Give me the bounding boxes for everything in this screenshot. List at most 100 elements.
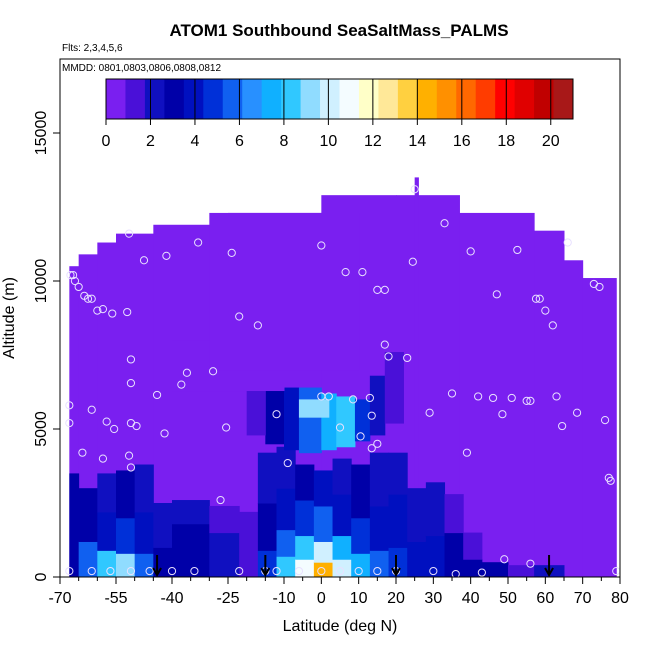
- sample-point-18: [139, 256, 149, 265]
- heatmap-cell-51: [444, 532, 464, 578]
- sample-point-23: [182, 368, 192, 377]
- heatmap-cell-59: [284, 387, 300, 451]
- sample-point-83: [78, 448, 87, 457]
- sample-point-28: [227, 248, 236, 257]
- heatmap-cell-24: [276, 488, 296, 531]
- heatmap-cell-1: [78, 541, 98, 578]
- y-tick-label-0: 0: [33, 572, 50, 581]
- colorbar-swatch-1: [125, 79, 146, 119]
- colorbar-swatch-2: [144, 79, 165, 119]
- heatmap-cell-16: [209, 532, 240, 578]
- colorbar-swatch-18: [456, 79, 477, 119]
- heatmap-cell-65: [384, 352, 404, 424]
- y-axis: 0 5000 10000 15000: [33, 111, 60, 581]
- x-tick-label-4: -10: [272, 590, 295, 607]
- x-tick-label-1: -55: [104, 590, 127, 607]
- latitude-markers: [152, 555, 554, 578]
- colorbar: 0 2 4 6 8 10 12 14 16 18 20: [102, 78, 574, 150]
- colorbar-swatch-21: [514, 79, 535, 119]
- sample-point-47: [380, 340, 389, 349]
- latitude-arrow-0: [152, 555, 162, 578]
- colorbar-swatch-22: [534, 79, 554, 119]
- heatmap-cell-9: [134, 553, 154, 578]
- sample-point-84: [98, 454, 108, 463]
- sample-point-24: [194, 238, 203, 247]
- sample-point-31: [272, 410, 281, 419]
- heatmap-cell-56: [508, 565, 535, 578]
- x-tick-label-6: 10: [350, 590, 368, 607]
- heatmap-cell-52: [444, 494, 464, 534]
- sample-point-92: [235, 566, 244, 576]
- heatmap-cell-4: [97, 511, 117, 551]
- sample-point-63: [522, 396, 531, 405]
- heatmap-cell-6: [116, 553, 136, 578]
- sample-point-101: [429, 566, 438, 576]
- sample-point-52: [425, 408, 434, 417]
- sample-point-69: [552, 392, 561, 401]
- sample-point-67: [541, 306, 550, 315]
- colorbar-tick-label-5: 10: [319, 133, 337, 150]
- sample-point-21: [162, 251, 171, 260]
- heatmap-cell-32: [313, 505, 334, 542]
- x-tick-label-5: 0: [317, 590, 326, 607]
- sample-point-75: [600, 416, 610, 425]
- x-axis: -70 -55 -40 -25 -10 0 10 20 30 40 50 60 70 80: [48, 577, 629, 607]
- colorbar-swatch-15: [397, 79, 418, 119]
- sample-point-0: [66, 270, 75, 280]
- sample-point-1: [68, 270, 78, 280]
- sample-point-57: [474, 392, 483, 401]
- sample-point-30: [253, 321, 262, 330]
- heatmap-cell-23: [276, 529, 296, 557]
- colorbar-tick-label-9: 18: [497, 133, 515, 150]
- sample-point-11: [124, 229, 134, 238]
- colorbar-swatch-3: [164, 79, 185, 119]
- sample-point-32: [283, 458, 292, 468]
- sample-point-89: [145, 566, 154, 576]
- heatmap-cell-43: [369, 452, 390, 507]
- heatmap-cell-42: [369, 505, 390, 551]
- sample-point-37: [341, 268, 350, 277]
- sample-point-17: [126, 463, 136, 472]
- sample-point-88: [126, 566, 136, 576]
- colorbar-tick-label-2: 4: [190, 133, 199, 150]
- sample-point-22: [177, 380, 186, 389]
- sample-point-10: [123, 307, 132, 317]
- heatmap-cell-31: [313, 541, 334, 563]
- sample-point-66: [535, 294, 544, 303]
- x-tick-label-10: 50: [499, 590, 517, 607]
- sample-point-98: [354, 566, 363, 576]
- sample-point-19: [152, 390, 162, 400]
- sample-point-91: [190, 566, 199, 576]
- heatmap-cell-29: [295, 464, 315, 501]
- heatmap-cell-36: [332, 494, 352, 537]
- sample-point-38: [348, 395, 358, 404]
- sample-point-95: [294, 566, 304, 576]
- colorbar-swatch-17: [436, 79, 457, 119]
- sample-point-42: [367, 411, 376, 420]
- y-tick-label-3: 15000: [33, 111, 50, 156]
- heatmap-cells: [69, 177, 617, 578]
- colorbar-tick-label-10: 20: [542, 133, 560, 150]
- heatmap-cell-48: [407, 488, 427, 542]
- colorbar-swatch-9: [281, 79, 301, 119]
- x-tick-label-13: 80: [611, 590, 629, 607]
- heatmap-cell-22: [276, 556, 296, 578]
- envelope-column-10: [459, 212, 535, 578]
- sample-point-56: [466, 247, 475, 256]
- heatmap-cell-10: [134, 511, 154, 554]
- colorbar-swatch-12: [339, 79, 360, 119]
- colorbar-swatch-8: [261, 79, 282, 119]
- sample-point-41: [365, 393, 374, 403]
- heatmap-cell-53: [463, 559, 483, 578]
- colorbar-swatch-11: [320, 79, 340, 119]
- heatmap-cell-40: [351, 464, 371, 519]
- heatmap-cell-13: [153, 503, 173, 548]
- sample-point-25: [208, 367, 218, 376]
- colorbar-tick-label-7: 14: [408, 133, 426, 150]
- x-tick-label-11: 60: [536, 590, 554, 607]
- envelope-column-13: [582, 278, 617, 577]
- colorbar-swatch-4: [183, 79, 204, 119]
- sample-point-16: [124, 451, 134, 460]
- chart-subtitle: Flts: 2,3,4,5,6: [62, 43, 123, 54]
